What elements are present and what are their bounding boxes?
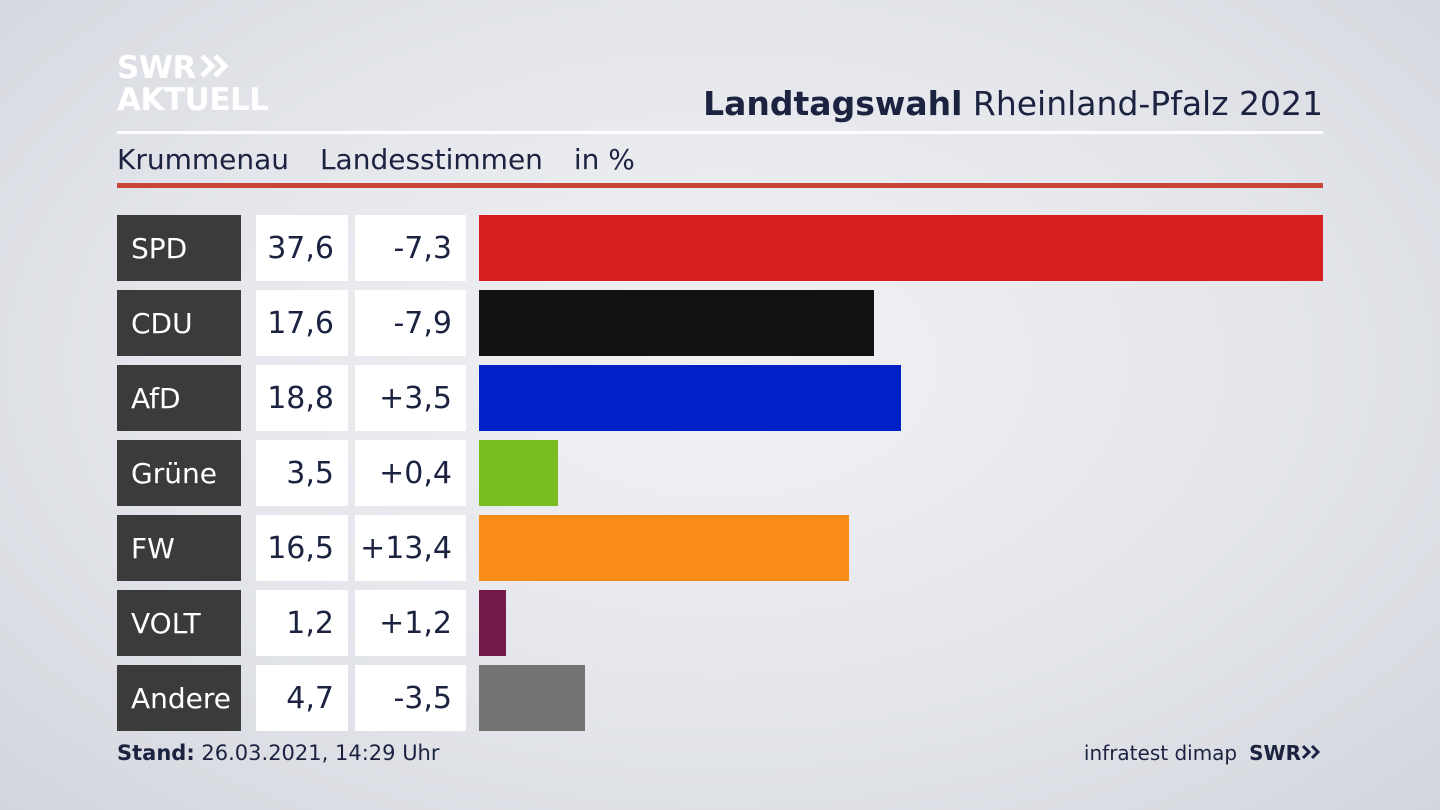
accent-divider	[117, 183, 1323, 188]
double-chevron-right-icon	[1301, 741, 1323, 765]
chart-row: Grüne 3,5 +0,4	[117, 440, 1323, 506]
party-label: Andere	[117, 665, 241, 731]
party-label: Grüne	[117, 440, 241, 506]
logo-line1: SWR	[117, 50, 196, 86]
value-label: 17,6	[256, 290, 348, 356]
timestamp: Stand: 26.03.2021, 14:29 Uhr	[117, 741, 440, 765]
stand-value: 26.03.2021, 14:29 Uhr	[201, 741, 440, 765]
party-label: CDU	[117, 290, 241, 356]
value-label: 4,7	[256, 665, 348, 731]
value-label: 37,6	[256, 215, 348, 281]
source-label: infratest dimap	[1083, 741, 1238, 765]
diff-label: -7,9	[355, 290, 466, 356]
bar	[479, 215, 1323, 281]
chart-title: Landtagswahl Rheinland-Pfalz 2021	[703, 84, 1323, 123]
chart-row: SPD 37,6 -7,3	[117, 215, 1323, 281]
value-label: 3,5	[256, 440, 348, 506]
source-credit: infratest dimap SWR	[1084, 741, 1323, 765]
value-label: 1,2	[256, 590, 348, 656]
bar	[479, 665, 585, 731]
diff-label: -3,5	[355, 665, 466, 731]
stand-label: Stand:	[117, 741, 195, 765]
diff-label: -7,3	[355, 215, 466, 281]
party-label: SPD	[117, 215, 241, 281]
diff-label: +13,4	[355, 515, 466, 581]
subtitle-type: Landesstimmen	[319, 143, 543, 176]
bar	[479, 515, 849, 581]
chart-row: CDU 17,6 -7,9	[117, 290, 1323, 356]
value-label: 16,5	[256, 515, 348, 581]
title-rest: Rheinland-Pfalz 2021	[972, 84, 1323, 123]
logo-line2: AKTUELL	[117, 82, 269, 118]
swr-aktuell-logo: SWR AKTUELL	[117, 52, 269, 116]
subtitle-place: Krummenau	[117, 143, 290, 176]
swr-small-logo: SWR	[1249, 741, 1323, 765]
chart-subtitle: Krummenau Landesstimmen in %	[117, 143, 657, 176]
double-chevron-right-icon	[200, 52, 230, 84]
party-label: FW	[117, 515, 241, 581]
diff-label: +1,2	[355, 590, 466, 656]
chart-row: FW 16,5 +13,4	[117, 515, 1323, 581]
party-label: VOLT	[117, 590, 241, 656]
chart-row: AfD 18,8 +3,5	[117, 365, 1323, 431]
chart-row: VOLT 1,2 +1,2	[117, 590, 1323, 656]
title-bold: Landtagswahl	[703, 84, 963, 123]
bar	[479, 590, 506, 656]
bar	[479, 440, 558, 506]
chart-row: Andere 4,7 -3,5	[117, 665, 1323, 731]
diff-label: +0,4	[355, 440, 466, 506]
bar	[479, 365, 901, 431]
value-label: 18,8	[256, 365, 348, 431]
brand-label: SWR	[1249, 741, 1301, 765]
title-divider	[117, 131, 1323, 134]
diff-label: +3,5	[355, 365, 466, 431]
party-label: AfD	[117, 365, 241, 431]
bar	[479, 290, 874, 356]
subtitle-unit: in %	[573, 143, 635, 176]
